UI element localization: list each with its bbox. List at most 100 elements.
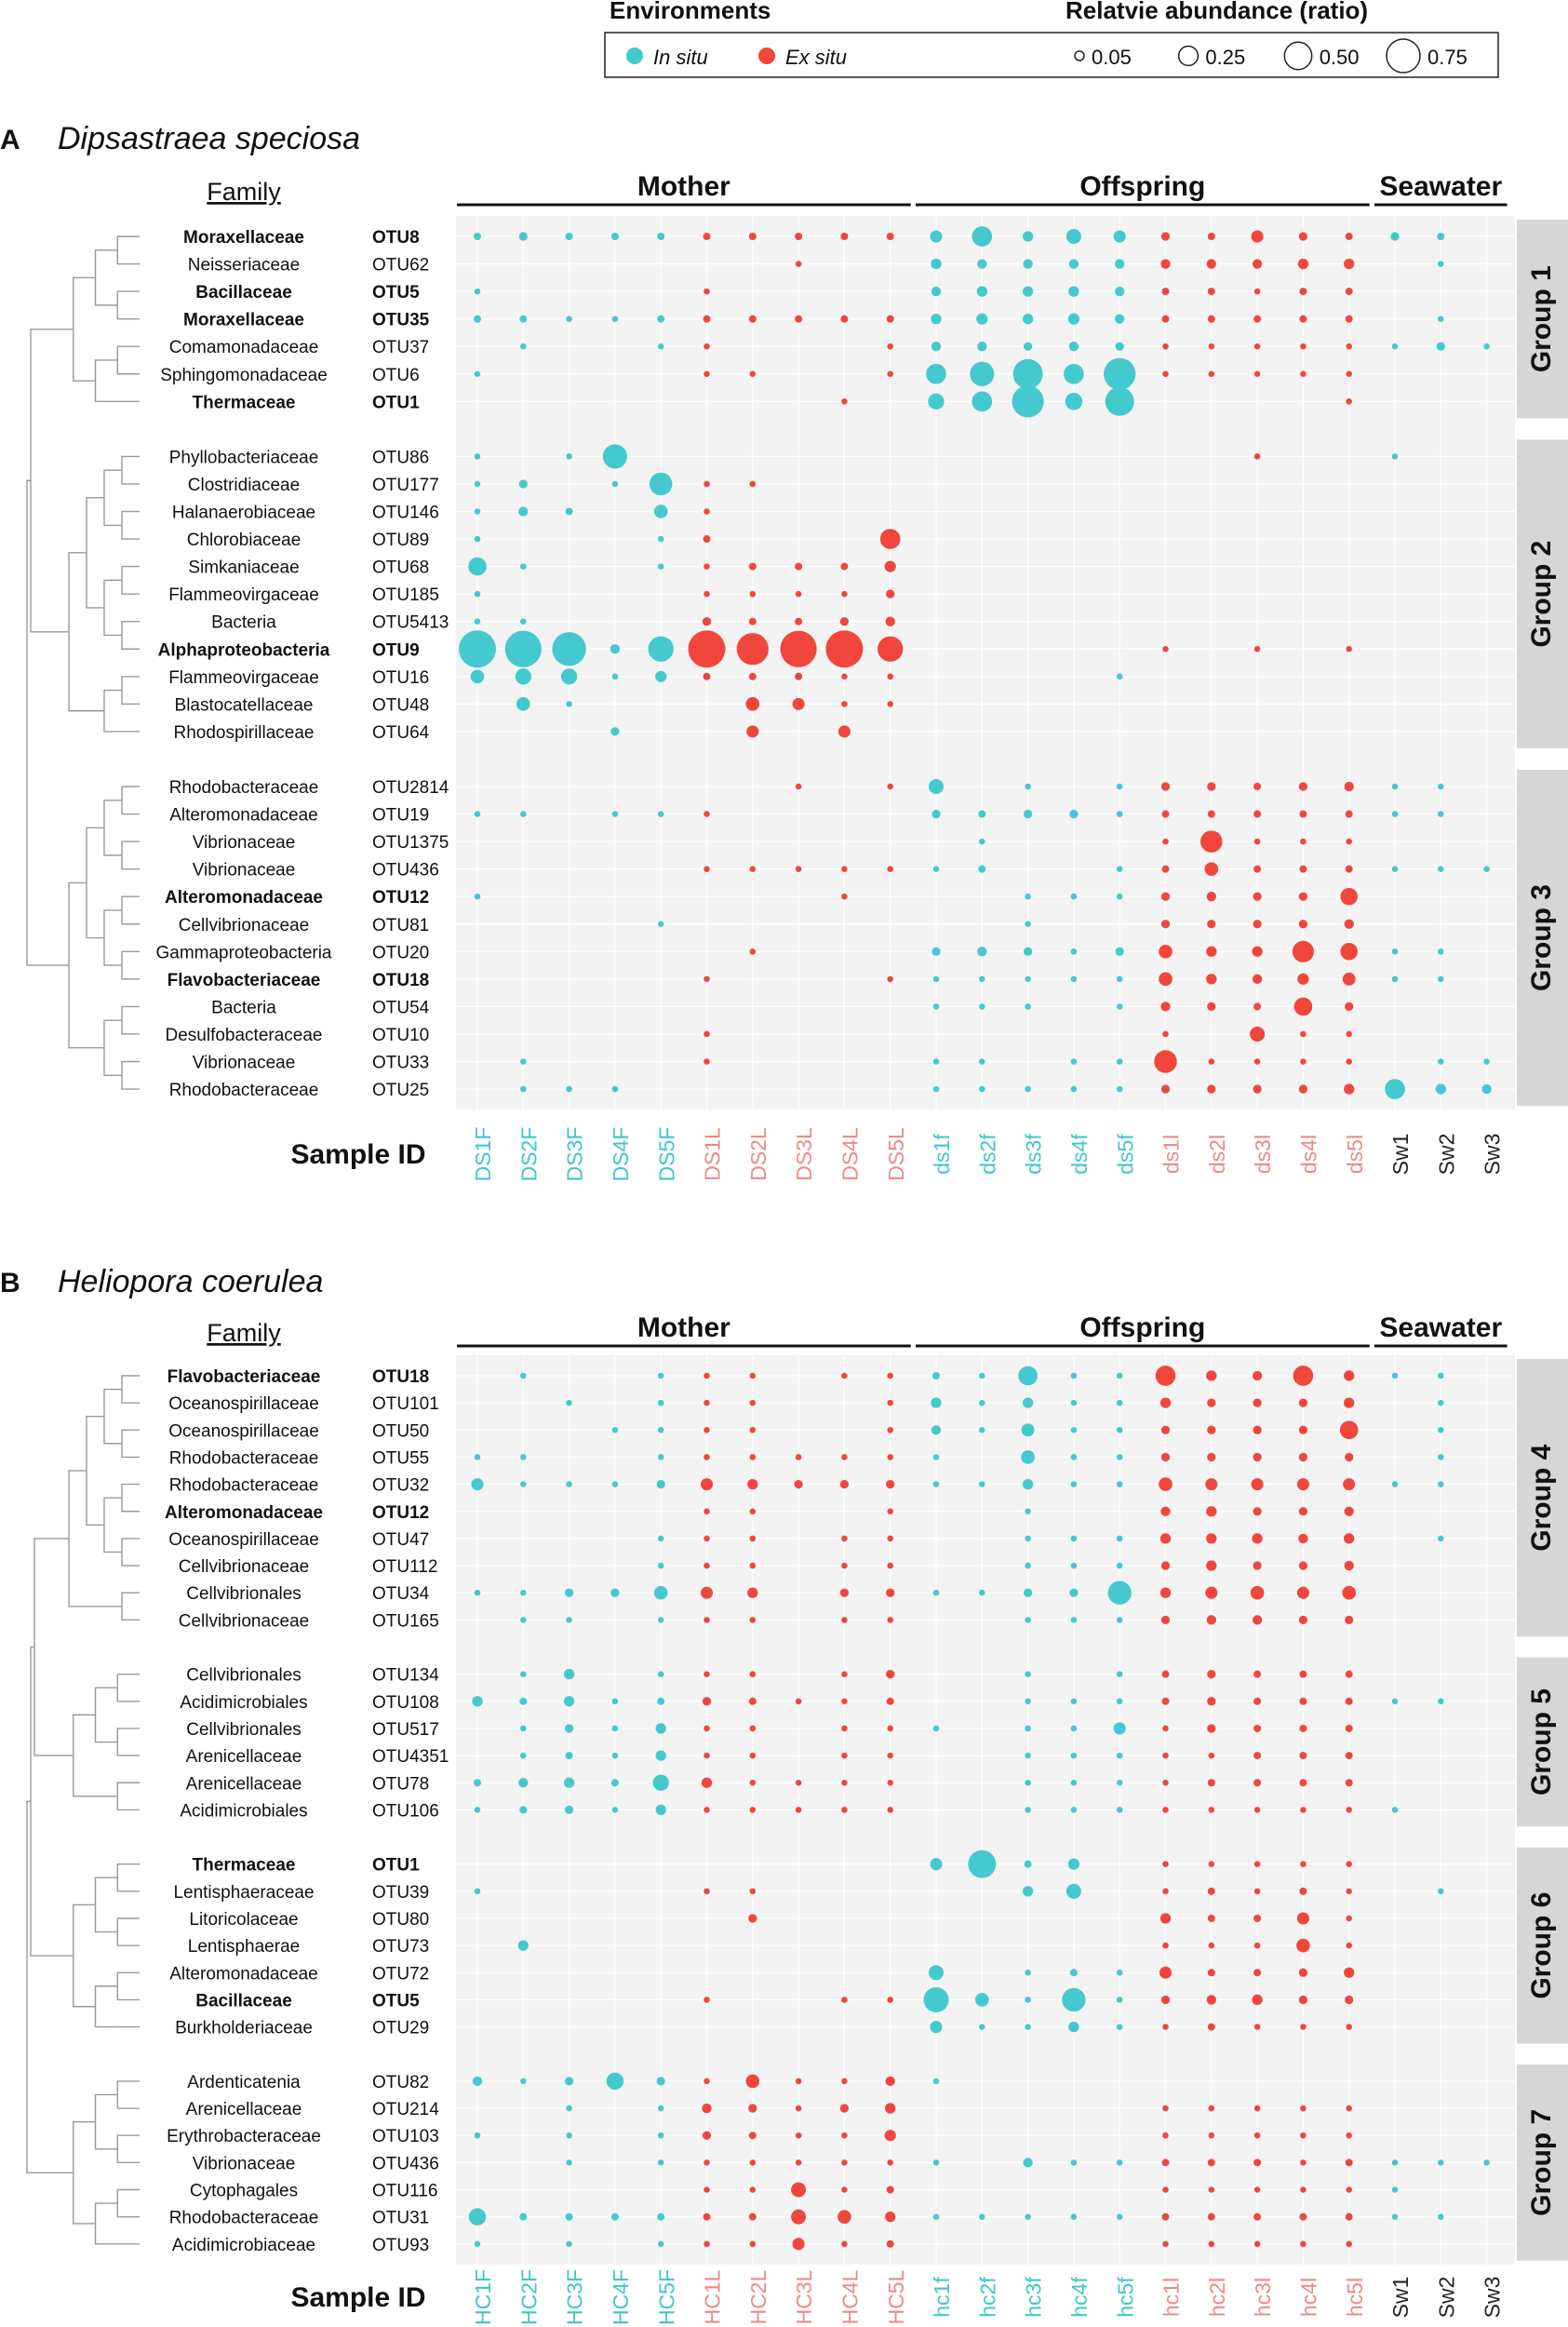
abundance-dot: [887, 701, 893, 707]
sample-label: ds2l: [1205, 1135, 1229, 1174]
dendrogram-branch: [94, 359, 118, 402]
abundance-dot: [1116, 1454, 1123, 1460]
abundance-dot: [1115, 286, 1125, 297]
abundance-dot: [1207, 1887, 1215, 1895]
abundance-dot: [1252, 946, 1263, 957]
otu-label: OTU116: [372, 2182, 437, 2201]
otu-label: OTU35: [372, 311, 430, 330]
family-label: Arenicellaceae: [186, 1747, 302, 1767]
dendrogram-branch: [121, 950, 140, 980]
abundance-dot: [970, 361, 995, 386]
abundance-dot: [749, 480, 757, 488]
abundance-dot: [611, 1807, 619, 1813]
family-label: Litoricolaceae: [189, 1910, 298, 1930]
abundance-dot: [1069, 809, 1079, 819]
abundance-dot: [1162, 1030, 1169, 1038]
abundance-dot: [979, 1003, 985, 1010]
abundance-dot: [657, 563, 664, 570]
abundance-dot: [976, 313, 988, 325]
abundance-dot: [1345, 865, 1353, 873]
abundance-dot: [1253, 810, 1262, 818]
abundance-dot: [1116, 1535, 1123, 1542]
abundance-dot: [878, 636, 904, 662]
abundance-dot: [795, 1779, 802, 1786]
abundance-dot: [749, 1779, 757, 1786]
abundance-dot: [979, 2213, 985, 2220]
group-label: Group 3: [1526, 884, 1557, 991]
abundance-dot: [1252, 1994, 1263, 2006]
family-label: Alphaproteobacteria: [158, 640, 330, 660]
abundance-dot: [1116, 1003, 1123, 1010]
family-label: Blastocatellaceae: [175, 695, 314, 715]
family-label: Erythrobacteraceae: [167, 2127, 321, 2146]
abundance-dot: [1299, 1887, 1307, 1895]
abundance-dot: [1116, 1617, 1123, 1623]
abundance-dot: [1207, 1697, 1216, 1706]
abundance-dot: [704, 1454, 710, 1460]
dendrogram-branch: [121, 841, 140, 870]
abundance-dot: [1298, 1398, 1308, 1407]
family-label: Vibrionaceae: [193, 833, 296, 853]
dendrogram-branch: [116, 290, 140, 320]
abundance-dot: [978, 865, 986, 873]
abundance-dot: [1070, 1725, 1078, 1732]
abundance-dot: [841, 2132, 848, 2139]
otu-label: OTU2814: [372, 778, 449, 798]
abundance-dot: [657, 1562, 664, 1569]
abundance-dot: [841, 590, 848, 598]
abundance-dot: [1344, 1083, 1355, 1095]
abundance-dot: [1159, 1587, 1172, 1598]
dendrogram-branch: [116, 2080, 140, 2109]
abundance-dot: [657, 535, 664, 543]
abundance-dot: [1162, 370, 1169, 378]
abundance-dot: [1253, 1969, 1262, 1977]
abundance-dot: [1250, 1026, 1266, 1042]
dendrogram-branch: [68, 1470, 87, 1607]
abundance-dot: [795, 2105, 802, 2112]
abundance-dot: [1438, 1372, 1444, 1379]
sample-label: DS1F: [471, 1127, 495, 1182]
abundance-dot: [840, 562, 849, 571]
abundance-dot: [841, 2240, 848, 2248]
abundance-dot: [838, 725, 851, 738]
family-label: Cellvibrionales: [186, 1720, 302, 1740]
abundance-dot: [1300, 1861, 1307, 1867]
abundance-dot: [1022, 1397, 1034, 1408]
abundance-dot: [1253, 892, 1262, 901]
sample-group-label: Mother: [637, 1312, 730, 1343]
abundance-dot: [565, 1752, 573, 1760]
abundance-dot: [1298, 1425, 1308, 1434]
group-label: Group 5: [1526, 1688, 1557, 1796]
otu-label: OTU31: [372, 2209, 429, 2228]
abundance-dot: [704, 1671, 710, 1677]
abundance-dot: [518, 506, 529, 517]
abundance-dot: [932, 2213, 940, 2220]
abundance-dot: [745, 2074, 760, 2089]
abundance-dot: [886, 1479, 895, 1489]
abundance-dot: [1206, 1506, 1217, 1517]
abundance-dot: [611, 1752, 619, 1759]
abundance-dot: [1253, 920, 1262, 929]
abundance-dot: [736, 633, 769, 666]
abundance-dot: [1339, 1420, 1359, 1440]
abundance-dot: [1068, 342, 1079, 352]
sample-label: Sw2: [1434, 2277, 1458, 2319]
abundance-dot: [1298, 1968, 1308, 1977]
abundance-dot: [841, 2078, 848, 2085]
abundance-dot: [704, 1752, 710, 1759]
otu-label: OTU12: [372, 888, 429, 908]
abundance-dot: [749, 1399, 757, 1406]
abundance-dot: [704, 508, 710, 515]
abundance-dot: [704, 343, 710, 350]
abundance-dot: [1206, 1560, 1217, 1571]
legend-size-label: 0.75: [1427, 46, 1467, 69]
abundance-dot: [657, 1454, 664, 1460]
legend-size-scale: 0.05 0.25 0.50 0.75: [1074, 38, 1467, 74]
abundance-dot: [1438, 866, 1444, 872]
family-label: Acidimicrobiales: [180, 1693, 307, 1713]
abundance-dot: [1116, 1752, 1123, 1759]
abundance-dot: [702, 2103, 712, 2114]
abundance-dot: [611, 1481, 619, 1487]
abundance-dot: [1253, 1697, 1262, 1705]
abundance-dot: [1162, 1807, 1169, 1813]
